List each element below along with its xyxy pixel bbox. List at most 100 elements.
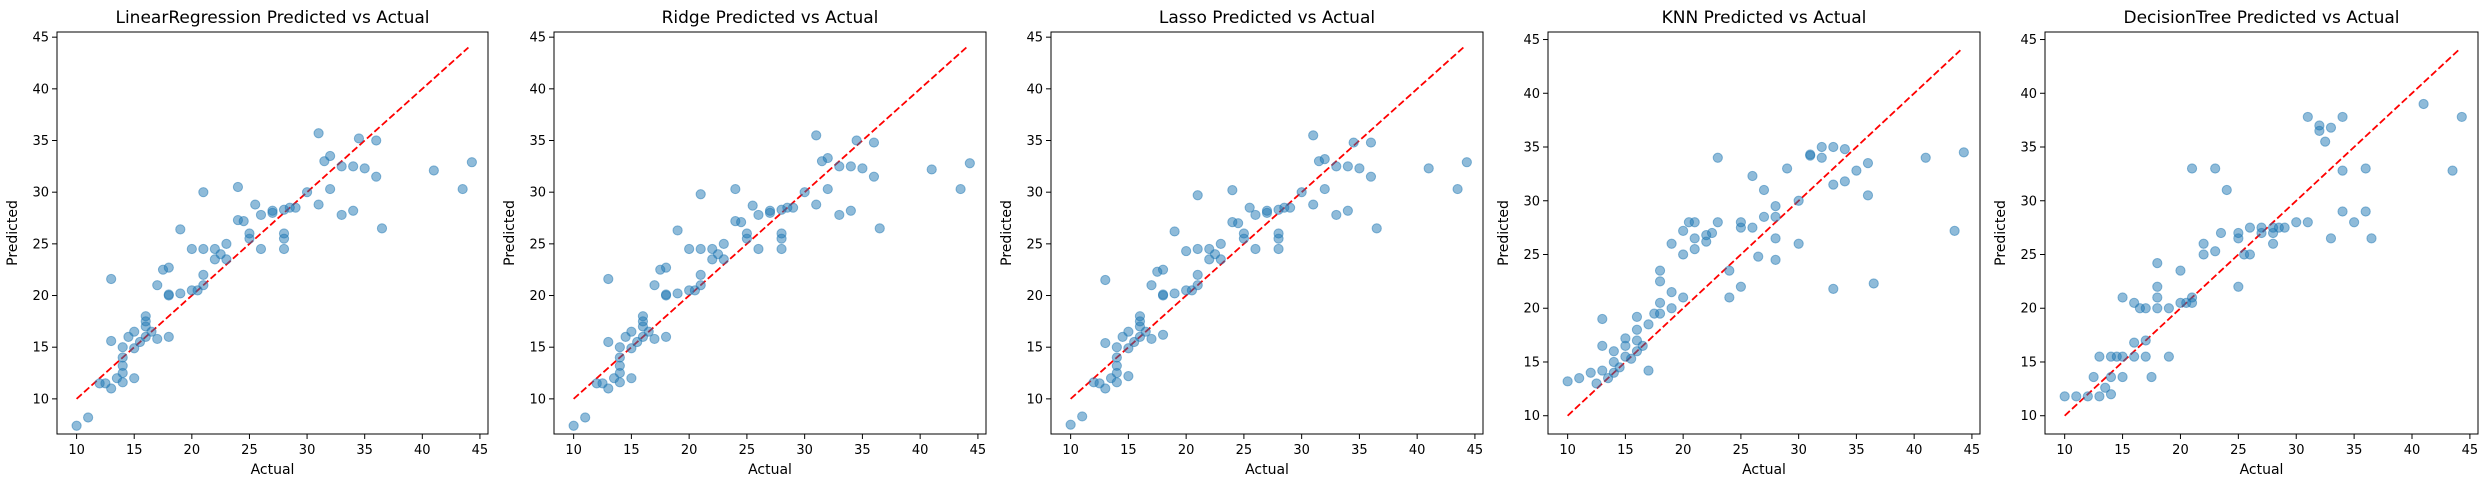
data-point <box>1250 243 1261 255</box>
data-point <box>788 202 799 213</box>
data-point <box>2129 337 2140 348</box>
data-point <box>313 199 324 210</box>
data-point <box>152 280 163 291</box>
data-point <box>672 225 683 236</box>
data-point <box>371 171 382 182</box>
data-point <box>2163 303 2174 314</box>
data-point <box>822 183 833 195</box>
data-point <box>2105 389 2117 400</box>
data-point <box>1724 265 1735 276</box>
data-point <box>2152 303 2163 314</box>
reference-line <box>75 46 470 400</box>
data-point <box>626 326 637 337</box>
y-tick-label: 15 <box>32 341 49 356</box>
data-point <box>1626 353 1637 364</box>
x-tick-label: 45 <box>472 443 489 458</box>
data-point <box>2117 351 2128 362</box>
y-tick-label: 45 <box>1523 33 1540 48</box>
data-point <box>1620 333 1631 344</box>
data-point <box>799 187 810 198</box>
x-tick-label: 15 <box>1120 443 1137 458</box>
data-point <box>1123 343 1134 354</box>
y-tick-label: 45 <box>1026 31 1043 46</box>
chart-panel-0: 10 15 20 25 30 35 40 45 10 15 20 25 30 35 40 45 LinearRe… <box>5 8 489 478</box>
data-point <box>325 150 336 162</box>
data-point <box>1146 280 1157 291</box>
data-point <box>1839 144 1850 155</box>
data-point <box>2152 292 2163 303</box>
data-point <box>336 161 347 172</box>
data-point <box>2082 391 2093 402</box>
data-point <box>2267 238 2279 249</box>
data-point <box>1215 238 1226 249</box>
data-point <box>964 158 975 169</box>
y-tick-label: 30 <box>32 186 49 201</box>
data-point <box>1712 217 1723 228</box>
x-tick-label: 40 <box>2404 443 2421 458</box>
data-point <box>2337 111 2348 123</box>
x-tick-label: 25 <box>1236 443 1253 458</box>
data-point <box>1654 297 1666 308</box>
data-point <box>2291 217 2302 228</box>
data-point <box>2256 227 2267 239</box>
data-point <box>1123 326 1134 337</box>
y-tick-label: 25 <box>1523 248 1540 263</box>
y-tick-label: 45 <box>529 31 546 46</box>
data-point <box>106 335 117 347</box>
y-tick-label: 20 <box>529 289 546 304</box>
plot-frame <box>553 31 987 435</box>
data-point <box>1111 342 1122 353</box>
x-tick-label: 10 <box>565 443 582 458</box>
data-point <box>1770 233 1781 244</box>
x-tick-label: 15 <box>2114 443 2131 458</box>
data-point <box>106 383 117 394</box>
data-point <box>614 342 625 353</box>
x-tick-label: 40 <box>1906 443 1923 458</box>
data-point <box>1342 161 1353 172</box>
data-point <box>741 228 752 239</box>
y-tick-label: 25 <box>32 237 49 252</box>
data-point <box>198 187 209 198</box>
data-point <box>580 412 591 423</box>
data-point <box>1123 371 1134 382</box>
y-tick-label: 20 <box>2020 302 2037 317</box>
data-point <box>1654 276 1666 287</box>
data-point <box>2146 371 2157 383</box>
plot-frame <box>1050 31 1484 435</box>
data-point <box>2175 265 2186 276</box>
data-point <box>255 209 267 221</box>
y-tick-label: 40 <box>32 82 49 97</box>
data-point <box>1862 190 1874 201</box>
data-point <box>2186 163 2198 174</box>
y-tick-label: 10 <box>529 392 546 407</box>
data-point <box>2244 249 2256 260</box>
data-point <box>140 311 151 322</box>
data-point <box>2105 371 2117 383</box>
data-point <box>1793 195 1804 206</box>
data-point <box>1134 311 1146 322</box>
data-point <box>2360 206 2371 217</box>
data-point <box>1157 264 1169 275</box>
data-point <box>2117 292 2128 303</box>
data-point <box>1735 281 1746 292</box>
data-point <box>278 243 290 255</box>
data-point <box>1793 238 1804 249</box>
data-point <box>1805 150 1816 161</box>
data-point <box>198 269 209 280</box>
plot-frame <box>1547 31 1981 435</box>
y-axis-label: Predicted <box>1993 200 2009 266</box>
data-point <box>2349 217 2360 228</box>
chart-title: Ridge Predicted vs Actual <box>662 8 879 28</box>
data-point <box>2233 281 2244 292</box>
data-point <box>2198 238 2209 249</box>
data-point <box>2366 233 2377 244</box>
data-point <box>1782 163 1793 174</box>
data-point <box>1678 225 1689 236</box>
data-point <box>313 128 324 139</box>
data-point <box>2152 257 2163 269</box>
data-point <box>1666 303 1677 314</box>
y-axis-label: Predicted <box>5 200 21 266</box>
data-point <box>1735 217 1746 228</box>
data-point <box>152 333 163 345</box>
data-point <box>1365 171 1377 182</box>
